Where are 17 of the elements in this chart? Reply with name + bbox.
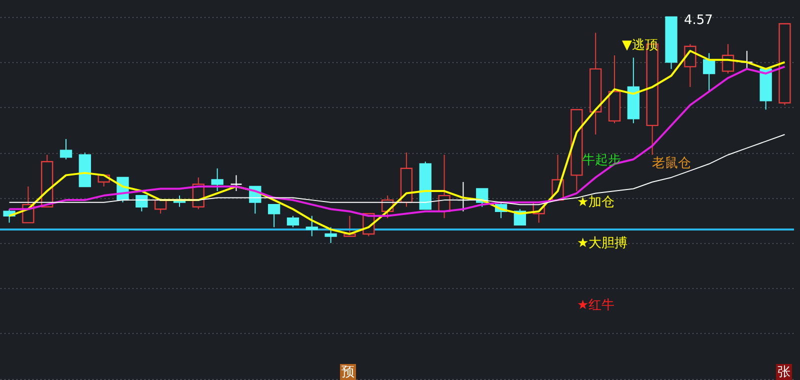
candlestick [702, 52, 716, 92]
text: 张 [778, 365, 790, 380]
candlestick [286, 215, 300, 228]
annotation: 老鼠仓 [652, 156, 691, 171]
candlestick [136, 194, 148, 212]
candlestick [60, 138, 72, 160]
candlestick [324, 226, 337, 244]
candlestick [268, 204, 280, 228]
candlestick [211, 168, 224, 192]
candlestick [740, 50, 753, 70]
text: ★红牛 [577, 298, 615, 313]
annotation: ★大胆搏 [577, 236, 628, 251]
candlestick [306, 215, 318, 237]
candlestick [230, 174, 242, 192]
annotation: 4.57 [684, 13, 713, 28]
text: 预 [342, 365, 354, 380]
annotation: ★加仓 [577, 195, 615, 210]
